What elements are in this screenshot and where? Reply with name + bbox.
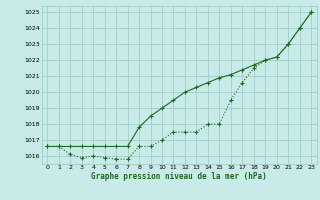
X-axis label: Graphe pression niveau de la mer (hPa): Graphe pression niveau de la mer (hPa) — [91, 172, 267, 181]
